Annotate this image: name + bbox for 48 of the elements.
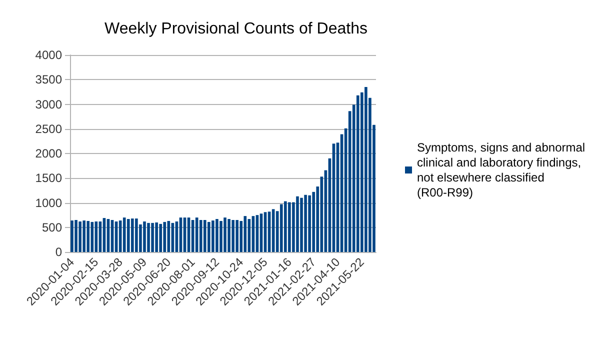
bar [122, 218, 126, 252]
bar [364, 87, 368, 252]
bar [300, 198, 303, 252]
bar [155, 222, 158, 252]
chart-title: Weekly Provisional Counts of Deaths [104, 20, 368, 38]
bar [143, 221, 146, 252]
bar [151, 222, 154, 252]
y-tick-label: 4000 [35, 48, 62, 62]
bar [86, 220, 90, 252]
bar [244, 216, 247, 252]
y-tick-label: 1000 [35, 196, 62, 210]
bar [163, 222, 166, 252]
y-tick-label: 2500 [35, 122, 62, 136]
bar [212, 220, 214, 252]
bar [356, 95, 360, 252]
bar [159, 224, 162, 252]
bar [232, 220, 234, 252]
bar [296, 196, 299, 252]
bar [288, 202, 291, 252]
bar [304, 194, 307, 252]
bar [203, 220, 206, 252]
bar [167, 220, 170, 252]
y-tick-label: 3500 [35, 72, 62, 87]
legend-label: Symptoms, signs and abnormal clinical and laboratory findings, not elsewhere classified (R00-R99) [417, 140, 588, 200]
bar [131, 218, 134, 252]
bar [126, 219, 130, 252]
bar [74, 220, 78, 252]
bar [280, 204, 283, 252]
bar [208, 222, 210, 252]
bar [147, 222, 150, 252]
y-tick-label: 2000 [35, 146, 62, 160]
bar [70, 220, 74, 252]
bar [82, 220, 86, 252]
bar [228, 219, 230, 252]
y-tick-label: 500 [42, 220, 62, 234]
bar [308, 195, 311, 252]
y-tick-label: 3000 [35, 97, 62, 112]
bar [224, 218, 226, 252]
bar [135, 218, 138, 252]
bar [90, 222, 94, 252]
bar [236, 220, 238, 252]
bar [78, 221, 82, 252]
bar [220, 220, 222, 252]
bar [284, 201, 287, 252]
y-tick-label: 0 [55, 245, 62, 259]
bar [216, 219, 218, 252]
bar [199, 220, 202, 252]
y-tick-label: 1500 [35, 171, 62, 186]
